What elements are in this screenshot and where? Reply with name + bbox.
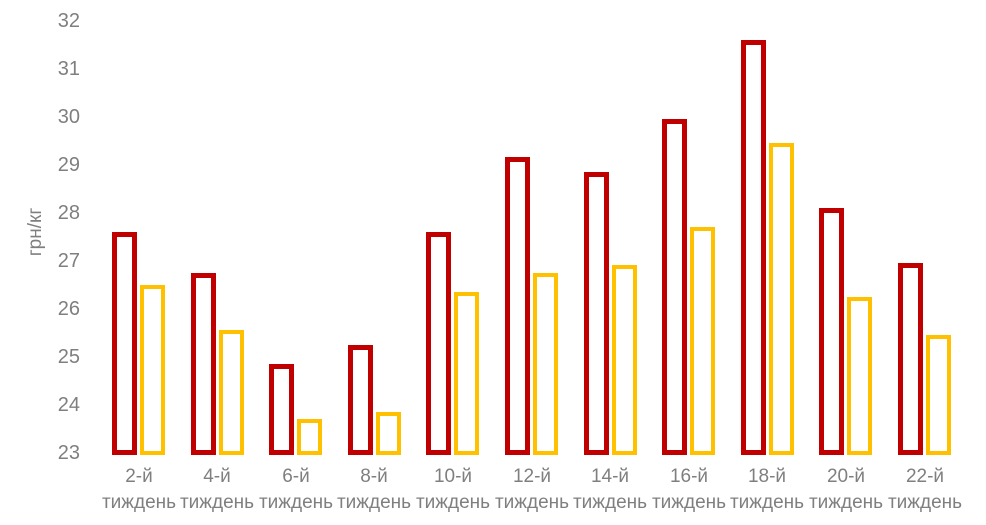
bar-orange-series: [612, 265, 637, 455]
x-axis-label-week-word: тиждень: [336, 492, 412, 513]
bar-dark-red-series: [191, 273, 216, 455]
y-axis-tick-label: 32: [57, 10, 80, 32]
y-axis-tick-label: 28: [57, 202, 80, 224]
x-axis-label-week-word: тиждень: [415, 492, 491, 513]
y-axis-tick-label: 27: [57, 250, 80, 272]
x-axis-label: 2-й тиждень: [91, 464, 187, 516]
bar-orange-series: [297, 419, 322, 455]
bar-orange-series: [769, 143, 794, 455]
x-axis-label: 10-й тиждень: [405, 464, 501, 516]
x-axis-label-week-word: тиждень: [729, 492, 805, 513]
bar-dark-red-series: [898, 263, 923, 455]
x-axis-label: 18-й тиждень: [719, 464, 815, 516]
x-axis-label: 12-й тиждень: [484, 464, 580, 516]
y-axis-tick-label: 31: [57, 58, 80, 80]
y-axis-tick-label: 23: [57, 442, 80, 464]
x-axis-label-week-word: тиждень: [101, 492, 177, 513]
x-axis-label: 20-й тиждень: [798, 464, 894, 516]
x-axis-label-week-number: 20-й: [826, 466, 866, 487]
x-axis-label: 16-й тиждень: [641, 464, 737, 516]
bar-orange-series: [926, 335, 951, 455]
bar-dark-red-series: [426, 232, 451, 455]
bar-orange-series: [376, 412, 401, 455]
x-axis-label: 6-й тиждень: [248, 464, 344, 516]
bar-orange-series: [454, 292, 479, 455]
bar-dark-red-series: [348, 345, 373, 455]
x-axis-label: 4-й тиждень: [169, 464, 265, 516]
bar-dark-red-series: [819, 208, 844, 455]
y-axis-tick-label: 25: [57, 346, 80, 368]
bar-orange-series: [533, 273, 558, 455]
y-axis-tick-label: 29: [57, 154, 80, 176]
x-axis-label-week-number: 14-й: [590, 466, 630, 487]
bar-dark-red-series: [112, 232, 137, 455]
x-axis-label-week-number: 6-й: [282, 466, 310, 487]
x-axis-label-week-number: 2-й: [125, 466, 153, 487]
x-axis-label-week-number: 18-й: [747, 466, 787, 487]
x-axis-label-week-word: тиждень: [258, 492, 334, 513]
bar-dark-red-series: [584, 172, 609, 455]
x-axis-label-week-word: тиждень: [651, 492, 727, 513]
x-axis-label-week-word: тиждень: [179, 492, 255, 513]
bar-dark-red-series: [505, 157, 530, 455]
bar-dark-red-series: [269, 364, 294, 455]
x-axis-label-week-word: тиждень: [572, 492, 648, 513]
x-axis-label-week-number: 12-й: [512, 466, 552, 487]
x-axis-label: 8-й тиждень: [326, 464, 422, 516]
x-axis-label-week-number: 22-й: [905, 466, 945, 487]
bar-orange-series: [847, 297, 872, 455]
x-axis-label: 22-й тиждень: [877, 464, 973, 516]
x-axis-label: 14-й тиждень: [562, 464, 658, 516]
bar-dark-red-series: [741, 40, 766, 455]
x-axis-label-week-word: тиждень: [887, 492, 963, 513]
y-axis-tick-label: 26: [57, 298, 80, 320]
bar-orange-series: [690, 227, 715, 455]
bar-orange-series: [219, 330, 244, 455]
bar-orange-series: [140, 285, 165, 455]
y-axis-tick-label: 30: [57, 106, 80, 128]
x-axis-label-week-number: 4-й: [203, 466, 231, 487]
y-axis-tick-label: 24: [57, 394, 80, 416]
x-axis-label-week-word: тиждень: [494, 492, 570, 513]
x-axis-label-week-number: 8-й: [360, 466, 388, 487]
x-axis-label-week-number: 16-й: [669, 466, 709, 487]
x-axis-label-week-number: 10-й: [433, 466, 473, 487]
bar-dark-red-series: [662, 119, 687, 455]
x-axis-label-week-word: тиждень: [808, 492, 884, 513]
